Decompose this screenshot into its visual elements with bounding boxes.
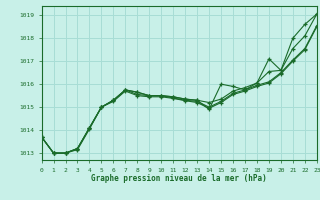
X-axis label: Graphe pression niveau de la mer (hPa): Graphe pression niveau de la mer (hPa) bbox=[91, 174, 267, 183]
